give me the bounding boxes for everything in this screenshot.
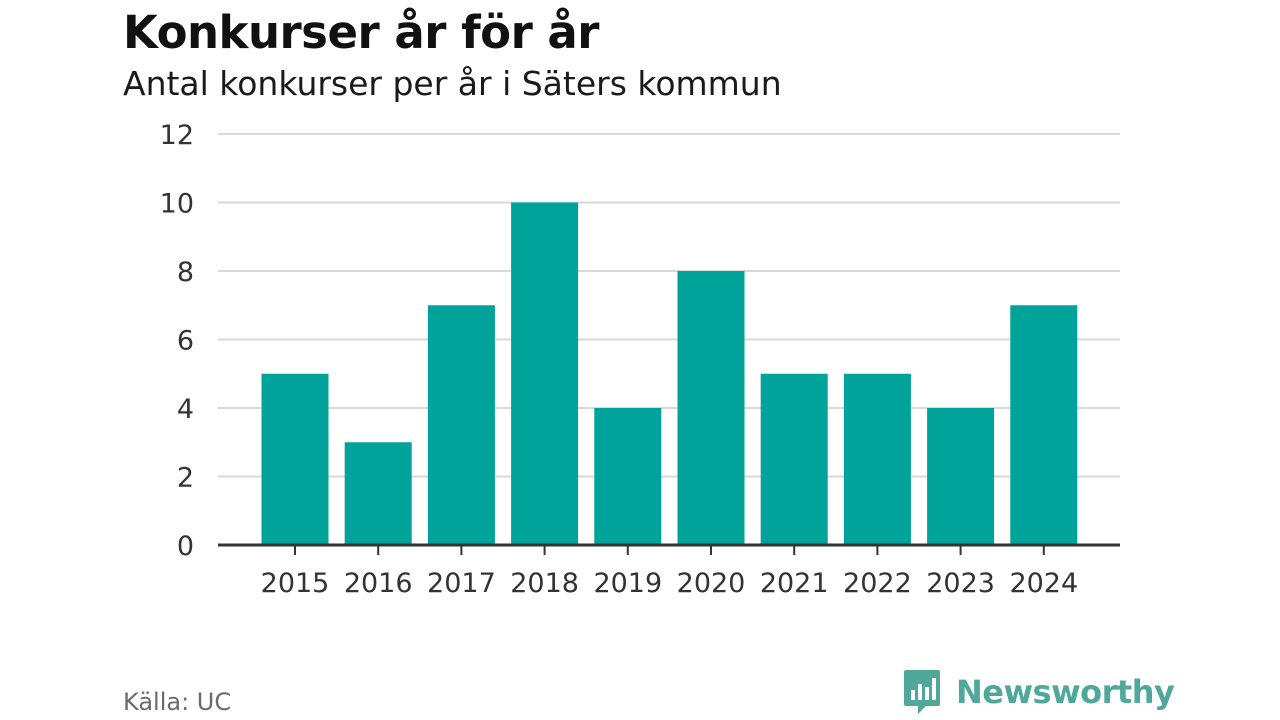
bar-2022 [843,373,911,545]
y-tick-label: 4 [177,394,194,425]
x-tick-label: 2021 [760,568,829,599]
bar-2019 [594,408,662,545]
x-tick-label: 2023 [926,568,995,599]
y-tick-label: 8 [177,257,194,288]
brand-name: Newsworthy [956,673,1175,711]
x-tick-label: 2018 [510,568,579,599]
bar-2016 [344,442,412,545]
x-tick-label: 2019 [593,568,662,599]
chart-subtitle: Antal konkurser per år i Säters kommun [123,64,782,103]
bar-2015 [261,373,329,545]
bar-2021 [760,373,828,545]
x-tick-label: 2016 [344,568,413,599]
newsworthy-logo: Newsworthy [902,668,1175,716]
bar-2018 [511,202,579,545]
y-tick-label: 0 [177,531,194,562]
x-tick-label: 2020 [677,568,746,599]
x-tick-label: 2015 [261,568,330,599]
y-tick-label: 12 [160,120,194,151]
x-tick-label: 2017 [427,568,496,599]
chart-title: Konkurser år för år [123,6,600,59]
newsworthy-logo-icon [904,670,940,714]
x-tick-label: 2022 [843,568,912,599]
bar-2020 [677,271,745,545]
source-note: Källa: UC [123,688,232,716]
bar-2023 [927,408,995,545]
x-tick-label: 2024 [1009,568,1078,599]
y-tick-label: 2 [177,463,194,494]
bar-chart: 0 2 4 6 8 10 12 2015 2016 2017 2018 2019 2020 2021 202… [160,120,1120,599]
y-tick-label: 10 [160,189,194,220]
bar-2017 [427,305,495,545]
y-tick-label: 6 [177,326,194,357]
bar-2024 [1010,305,1078,545]
